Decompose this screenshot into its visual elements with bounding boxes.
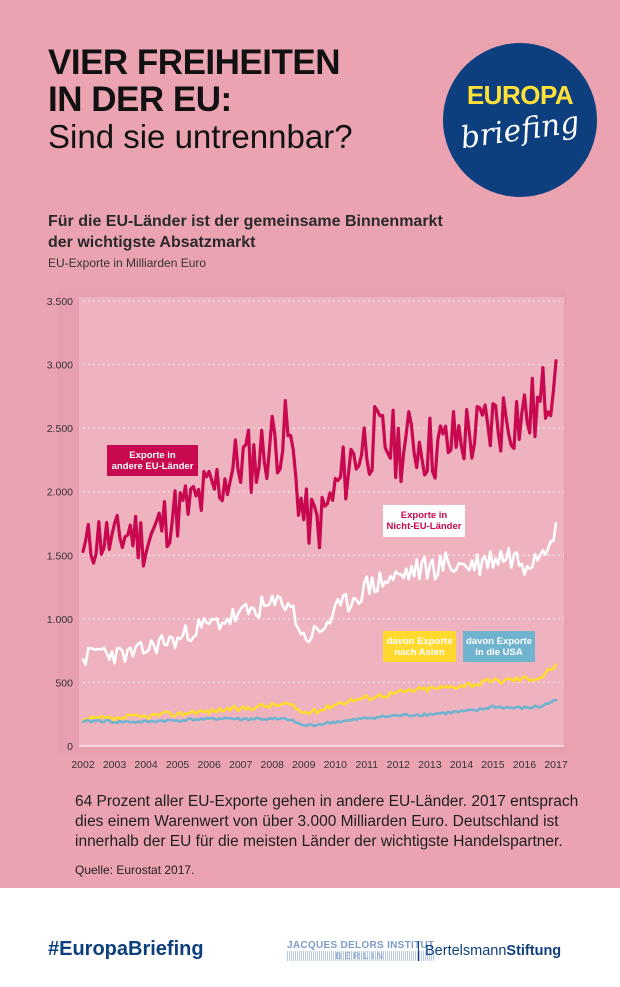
series-label-text-usa: in die USA <box>475 647 523 658</box>
series-label-text-asia: davon Exporte <box>387 636 453 647</box>
x-tick-label: 2013 <box>418 759 442 771</box>
series-line-usa <box>81 698 558 728</box>
y-tick-label: 2.000 <box>47 487 73 499</box>
series-label-box-asia <box>383 631 456 662</box>
y-tick-label: 500 <box>55 677 73 689</box>
x-tick-label: 2010 <box>324 759 348 771</box>
series-label-box-eu <box>107 445 198 476</box>
chart-subtitle: EU-Exporte in Milliarden Euro <box>48 256 207 270</box>
x-tick-label: 2006 <box>197 759 221 771</box>
x-tick-label: 2016 <box>513 759 537 771</box>
title-line-2: IN DER EU: <box>48 80 232 119</box>
series-label-box-usa <box>463 631 535 662</box>
page-title: VIER FREIHEITEN IN DER EU: Sind sie untr… <box>48 44 353 156</box>
x-tick-label: 2011 <box>356 759 379 771</box>
series-label-text-eu: Exporte in <box>129 450 176 461</box>
x-tick-label: 2009 <box>292 759 316 771</box>
bertelsmann-text: Bertelsmann <box>425 943 507 959</box>
bertelsmann-logo: BertelsmannStiftung <box>418 941 561 961</box>
series-label-text-asia: nach Asien <box>394 647 445 658</box>
jacques-delors-logo: JACQUES DELORS INSTITUT BERLIN <box>287 940 435 961</box>
title-line-1: VIER FREIHEITEN <box>48 43 340 82</box>
x-tick-label: 2008 <box>261 759 285 771</box>
chart-title: Für die EU-Länder ist der gemeinsame Bin… <box>48 213 443 251</box>
series-label-text-noneu: Exporte in <box>401 510 448 521</box>
y-tick-label: 3.000 <box>47 360 73 372</box>
jdi-city: BERLIN <box>287 951 435 961</box>
series-label-text-noneu: Nicht-EU-Länder <box>387 521 462 532</box>
series-label-text-usa: davon Exporte <box>466 636 532 647</box>
x-tick-label: 2014 <box>450 759 474 771</box>
y-tick-label: 3.500 <box>47 296 73 308</box>
x-tick-label: 2005 <box>166 759 190 771</box>
x-tick-label: 2017 <box>544 759 568 771</box>
hashtag-link[interactable]: #EuropaBriefing <box>48 938 204 960</box>
y-tick-label: 1.000 <box>47 614 73 626</box>
title-line-3: Sind sie untrennbar? <box>48 118 353 155</box>
logo-europa-text: EUROPA <box>466 80 574 110</box>
source-note: Quelle: Eurostat 2017. <box>75 863 195 877</box>
series-line-asia <box>81 663 558 722</box>
series-line-noneu <box>81 522 558 666</box>
jdi-name: JACQUES DELORS INSTITUT <box>287 940 435 951</box>
series-line-eu <box>81 359 558 568</box>
series-label-text-eu: andere EU-Länder <box>112 461 194 472</box>
x-tick-label: 2007 <box>229 759 253 771</box>
y-tick-label: 2.500 <box>47 423 73 435</box>
x-tick-label: 2012 <box>387 759 411 771</box>
x-tick-label: 2015 <box>481 759 505 771</box>
stiftung-text: Stiftung <box>506 943 562 959</box>
series-label-box-noneu <box>383 505 465 537</box>
y-tick-label: 0 <box>67 741 73 753</box>
y-tick-label: 1.500 <box>47 550 73 562</box>
description-text: 64 Prozent aller EU-Exporte gehen in and… <box>75 793 579 850</box>
x-tick-label: 2002 <box>71 759 95 771</box>
x-tick-label: 2003 <box>103 759 127 771</box>
europa-briefing-logo: EUROPA briefing <box>443 43 597 197</box>
line-chart: 0 500 1.000 1.500 2.000 2.500 3.000 3.500 2002 20… <box>47 290 568 771</box>
x-tick-label: 2004 <box>134 759 158 771</box>
